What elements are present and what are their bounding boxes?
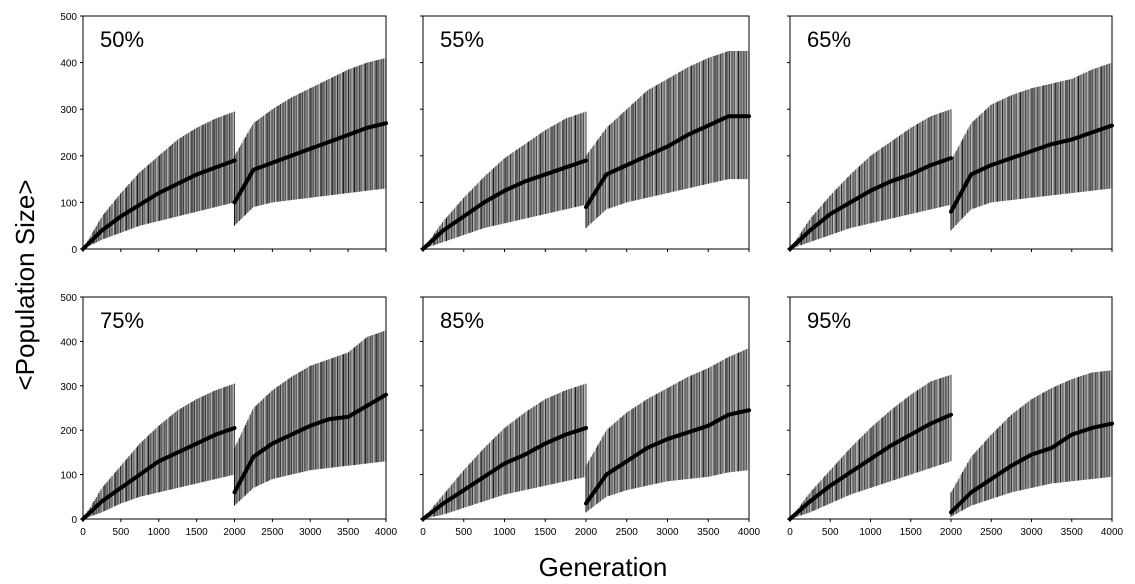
error-bars: [423, 50, 750, 249]
y-tick-label: 400: [60, 59, 77, 70]
panel-label: 75%: [100, 308, 144, 333]
panel: 0 500 1000 1500 2000 2500 3000 3500 4000 85%: [420, 296, 761, 538]
y-tick-label: 300: [60, 382, 77, 393]
mean-line: [421, 425, 588, 521]
x-tick-label: 2500: [261, 527, 284, 538]
x-tick-label: 0: [787, 527, 793, 538]
x-tick-label: 3500: [1061, 527, 1084, 538]
panel-label: 55%: [440, 27, 484, 52]
y-tick-label: 100: [60, 471, 77, 482]
panel-label: 50%: [100, 27, 144, 52]
y-tick-label: 0: [71, 245, 77, 256]
x-tick-label: 3000: [299, 527, 322, 538]
x-tick-label: 0: [80, 527, 86, 538]
y-axis-title: <Population Size>: [10, 179, 40, 390]
x-tick-label: 4000: [375, 527, 398, 538]
x-tick-label: 2000: [575, 527, 598, 538]
mean-line: [232, 121, 388, 205]
panel-label: 95%: [807, 308, 851, 333]
x-tick-label: 2500: [616, 527, 639, 538]
x-tick-label: 3500: [697, 527, 720, 538]
x-tick-label: 2000: [223, 527, 246, 538]
x-tick-label: 3500: [337, 527, 360, 538]
x-tick-label: 0: [420, 527, 426, 538]
panel-label: 85%: [440, 308, 484, 333]
panel: 65%: [787, 15, 1114, 252]
x-tick-label: 4000: [738, 527, 761, 538]
y-tick-label: 500: [60, 293, 77, 304]
error-bars: [83, 330, 387, 519]
mean-line: [81, 158, 237, 251]
panel-label: 65%: [807, 27, 851, 52]
y-tick-label: 400: [60, 337, 77, 348]
x-tick-label: 4000: [1101, 527, 1124, 538]
y-tick-label: 100: [60, 198, 77, 209]
mean-line: [584, 408, 751, 506]
mean-line: [949, 421, 1114, 515]
error-bars: [83, 57, 387, 249]
x-tick-label: 2000: [940, 527, 963, 538]
mean-line: [81, 425, 237, 521]
error-bars: [423, 348, 750, 519]
x-tick-label: 3000: [1020, 527, 1043, 538]
panel: 0 500 1000 1500 2000 2500 3000 3500 4000 95%: [787, 296, 1124, 538]
mean-line: [421, 158, 588, 251]
x-tick-label: 500: [113, 527, 130, 538]
panel: 0 100 200 300 400 500 0 500 1000 1500 2000 2500 3000…: [60, 293, 397, 538]
mean-line: [949, 123, 1114, 214]
x-tick-label: 1000: [859, 527, 882, 538]
panels: 0 100 200 300 400 500 50% 55% 65% 0 100 200 300 400 50…: [60, 12, 1123, 538]
y-tick-label: 500: [60, 12, 77, 23]
panel: 55%: [420, 15, 751, 252]
mean-line: [232, 392, 388, 495]
x-tick-label: 3000: [656, 527, 679, 538]
x-tick-label: 1500: [186, 527, 209, 538]
mean-line: [584, 114, 751, 210]
mean-line: [788, 156, 953, 251]
x-axis-title: Generation: [539, 552, 668, 582]
y-tick-label: 0: [71, 515, 77, 526]
error-bars: [790, 370, 1113, 519]
y-tick-label: 200: [60, 152, 77, 163]
x-tick-label: 1000: [493, 527, 516, 538]
x-tick-label: 1500: [534, 527, 557, 538]
y-tick-label: 300: [60, 105, 77, 116]
y-tick-label: 200: [60, 426, 77, 437]
x-tick-label: 1500: [900, 527, 923, 538]
x-tick-label: 2500: [980, 527, 1003, 538]
mean-line: [788, 412, 953, 521]
x-tick-label: 1000: [148, 527, 171, 538]
x-tick-label: 500: [455, 527, 472, 538]
x-tick-label: 500: [822, 527, 839, 538]
error-bars: [790, 62, 1113, 249]
panel: 0 100 200 300 400 500 50%: [60, 12, 388, 256]
